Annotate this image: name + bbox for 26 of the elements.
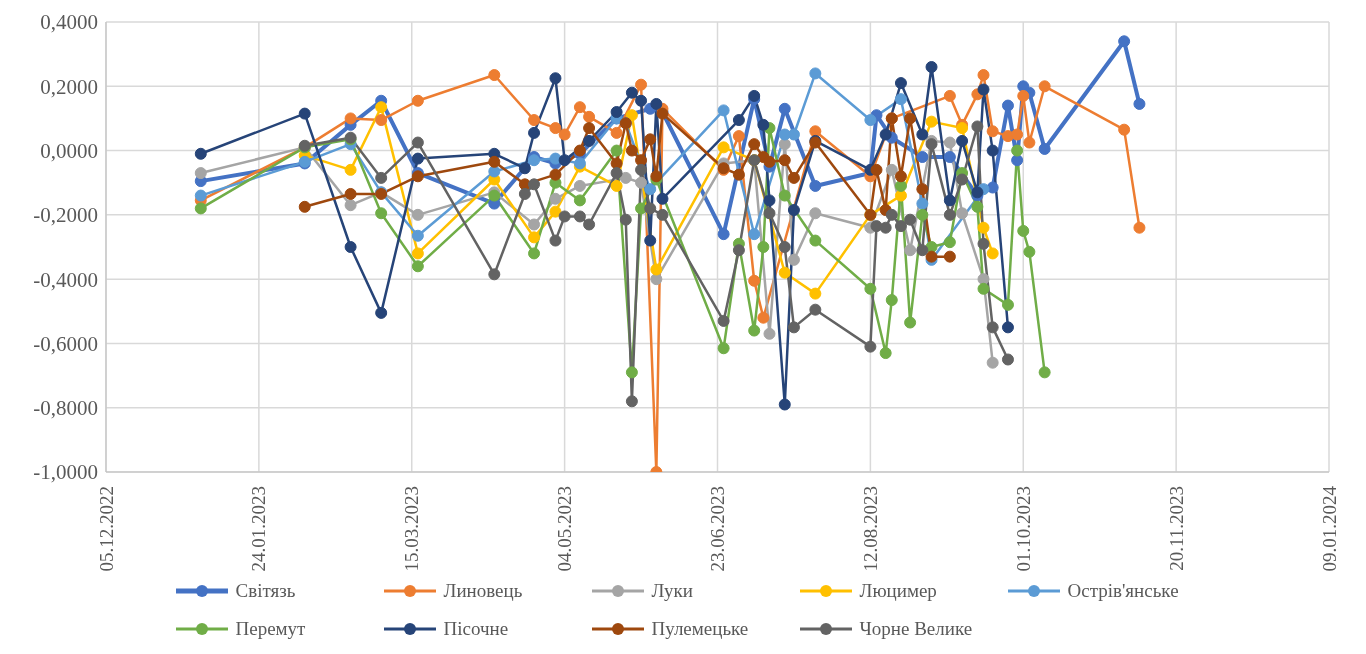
x-tick-label: 01.10.2023 [1012, 486, 1034, 572]
legend-label: Світязь [235, 580, 296, 602]
y-tick-label: -0,4000 [33, 267, 98, 292]
y-tick-label: 0,0000 [40, 139, 98, 164]
legend-label: Люцимер [859, 580, 937, 602]
legend-label: Луки [651, 580, 693, 602]
x-tick-label: 20.11.2023 [1165, 486, 1187, 571]
x-tick-label: 24.01.2023 [248, 486, 270, 572]
y-tick-label: 0,4000 [40, 10, 98, 35]
y-tick-label: -0,8000 [33, 396, 98, 421]
legend-label: Острів'янське [1067, 580, 1179, 602]
x-tick-label: 09.01.2024 [1318, 485, 1340, 572]
legend-label: Пулемецьке [651, 618, 749, 640]
x-tick-label: 12.08.2023 [859, 486, 881, 572]
y-tick-label: 0,2000 [40, 74, 98, 99]
x-tick-label: 05.12.2022 [95, 486, 117, 572]
x-tick-label: 23.06.2023 [707, 486, 728, 572]
x-tick-label: 15.03.2023 [401, 486, 423, 572]
y-tick-label: -0,2000 [33, 203, 98, 228]
legend-label: Перемут [235, 618, 306, 640]
legend-label: Чорне Велике [859, 618, 973, 640]
legend-label: Линовець [443, 580, 523, 602]
legend-label: Пісочне [443, 618, 509, 640]
y-tick-label: -0,6000 [33, 331, 98, 356]
y-tick-label: -1,0000 [33, 460, 98, 485]
x-tick-label: 04.05.2023 [554, 486, 576, 572]
